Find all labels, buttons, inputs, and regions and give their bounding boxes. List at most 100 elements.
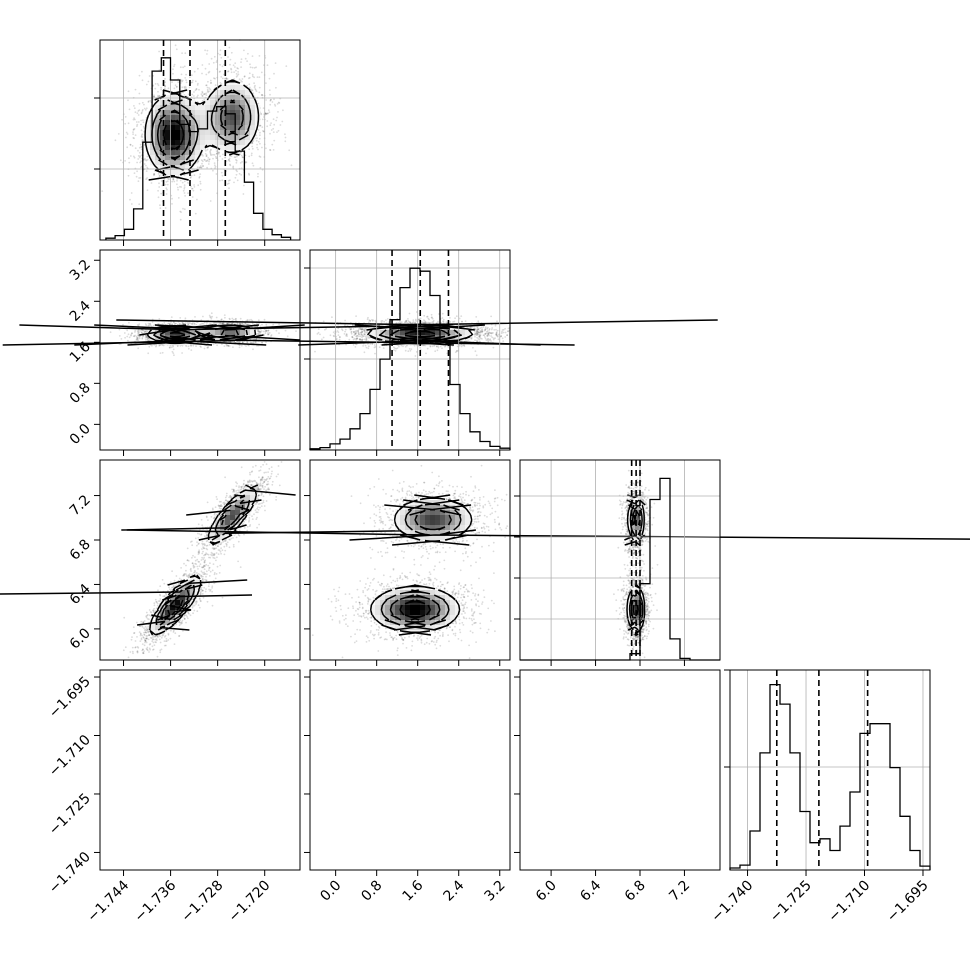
- sample-point: [440, 586, 442, 588]
- sample-point: [159, 595, 161, 597]
- sample-point: [379, 637, 381, 639]
- sample-point: [435, 542, 437, 544]
- sample-point: [202, 572, 204, 574]
- sample-point: [389, 527, 391, 529]
- sample-point: [346, 333, 348, 335]
- sample-point: [426, 548, 428, 550]
- sample-point: [473, 502, 475, 504]
- sample-point: [403, 551, 405, 553]
- sample-point: [140, 124, 142, 126]
- sample-point: [233, 78, 235, 80]
- sample-point: [171, 203, 173, 205]
- sample-point: [249, 63, 251, 65]
- sample-point: [165, 207, 167, 209]
- sample-point: [205, 588, 207, 590]
- sample-point: [404, 637, 406, 639]
- sample-point: [143, 650, 145, 652]
- sample-point: [476, 504, 478, 506]
- density-cell: [175, 130, 180, 135]
- sample-point: [334, 595, 336, 597]
- sample-point: [502, 337, 504, 339]
- sample-point: [171, 316, 173, 318]
- sample-point: [207, 519, 209, 521]
- sample-point: [398, 322, 400, 324]
- sample-point: [196, 600, 198, 602]
- sample-point: [483, 326, 485, 328]
- sample-point: [123, 649, 125, 651]
- sample-point: [412, 579, 414, 581]
- sample-point: [499, 527, 501, 529]
- sample-point: [239, 78, 241, 80]
- sample-point: [216, 552, 218, 554]
- sample-point: [278, 332, 280, 334]
- sample-point: [207, 50, 209, 52]
- sample-point: [474, 485, 476, 487]
- sample-point: [494, 501, 496, 503]
- sample-point: [373, 597, 375, 599]
- sample-point: [213, 563, 215, 565]
- sample-point: [480, 327, 482, 329]
- density-cell: [215, 330, 220, 335]
- sample-point: [180, 66, 182, 68]
- sample-point: [446, 582, 448, 584]
- sample-point: [474, 336, 476, 338]
- sample-point: [185, 317, 187, 319]
- sample-point: [342, 615, 344, 617]
- sample-point: [488, 332, 490, 334]
- sample-point: [148, 651, 150, 653]
- sample-point: [235, 70, 237, 72]
- sample-point: [250, 342, 252, 344]
- sample-point: [416, 581, 418, 583]
- sample-point: [261, 126, 263, 128]
- sample-point: [237, 180, 239, 182]
- sample-point: [139, 625, 141, 627]
- sample-point: [141, 331, 143, 333]
- sample-point: [413, 635, 415, 637]
- sample-point: [471, 618, 473, 620]
- sample-point: [240, 162, 242, 164]
- sample-point: [368, 588, 370, 590]
- sample-point: [455, 622, 457, 624]
- sample-point: [473, 612, 475, 614]
- sample-point: [264, 479, 266, 481]
- sample-point: [413, 321, 415, 323]
- sample-point: [252, 162, 254, 164]
- sample-point: [244, 75, 246, 77]
- sample-point: [272, 324, 274, 326]
- sample-point: [161, 649, 163, 651]
- sample-point: [101, 190, 103, 192]
- sample-point: [179, 211, 181, 213]
- sample-point: [214, 162, 216, 164]
- sample-point: [133, 119, 135, 121]
- sample-point: [236, 156, 238, 158]
- sample-point: [487, 608, 489, 610]
- density-cell: [205, 135, 210, 140]
- sample-point: [386, 639, 388, 641]
- sample-point: [270, 476, 272, 478]
- sample-point: [176, 86, 178, 88]
- sample-point: [165, 645, 167, 647]
- sample-point: [435, 547, 437, 549]
- sample-point: [360, 615, 362, 617]
- sample-point: [366, 347, 368, 349]
- sample-point: [367, 613, 369, 615]
- sample-point: [420, 564, 422, 566]
- sample-point: [356, 629, 358, 631]
- sample-point: [159, 598, 161, 600]
- sample-point: [405, 350, 407, 352]
- sample-point: [256, 482, 258, 484]
- density-cell: [230, 515, 235, 520]
- sample-point: [335, 600, 337, 602]
- sample-point: [218, 553, 220, 555]
- sample-point: [374, 634, 376, 636]
- sample-point: [465, 320, 467, 322]
- sample-point: [347, 625, 349, 627]
- sample-point: [439, 561, 441, 563]
- sample-point: [347, 325, 349, 327]
- density-cell: [160, 100, 165, 105]
- sample-point: [209, 562, 211, 564]
- sample-point: [215, 84, 217, 86]
- sample-point: [490, 514, 492, 516]
- sample-point: [205, 548, 207, 550]
- sample-point: [226, 77, 228, 79]
